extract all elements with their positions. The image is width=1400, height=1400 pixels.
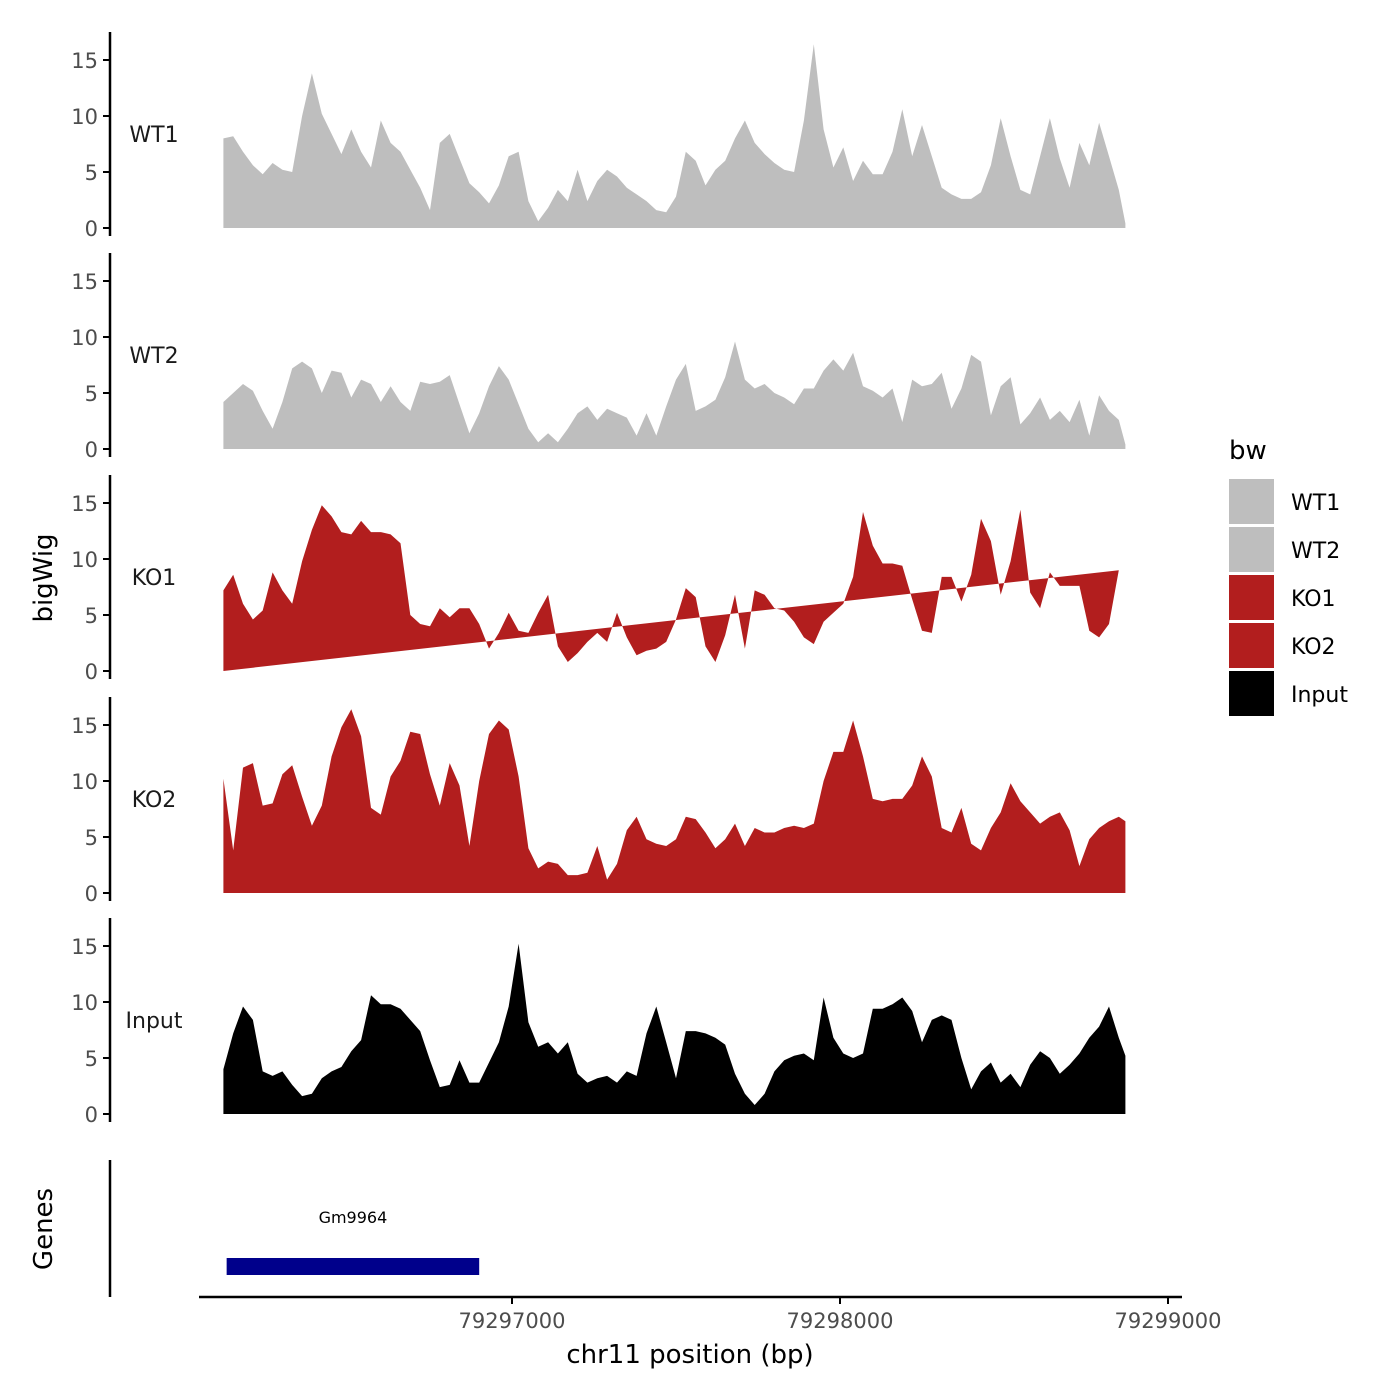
y-tick-label: 10 [71,548,98,572]
track-ko1: 0 5 10 15 KO1 [71,475,1119,684]
y-axis-title: bigWig [29,533,59,622]
legend-label: KO1 [1291,587,1336,612]
bigwig-tracks: 0 5 10 15 WT1 0 5 10 15 WT2 0 5 10 15 KO1 0 5 10 15 KO2 0 5 10… [71,32,1126,1127]
y-tick-label: 15 [71,492,98,516]
track-label: KO2 [132,788,177,813]
y-tick-label: 10 [71,770,98,794]
legend-entries: WT1 WT2 KO1 KO2 Input [1229,479,1348,716]
legend-swatch-ko2 [1229,623,1274,668]
y-tick-label: 0 [85,882,98,906]
legend-swatch-wt2 [1229,527,1274,572]
x-tick-label: 79298000 [787,1309,894,1333]
area-wt1 [223,44,1126,228]
area-ko2 [223,709,1126,893]
y-tick-label: 0 [85,438,98,462]
y-tick-label: 5 [85,161,98,185]
gene-bar [226,1258,480,1275]
x-tick-label: 79297000 [459,1309,566,1333]
legend-swatch-ko1 [1229,575,1274,620]
y-tick-label: 15 [71,270,98,294]
legend-label: WT1 [1291,491,1340,516]
y-tick-label: 5 [85,382,98,406]
legend-label: Input [1291,683,1348,708]
track-label: KO1 [132,566,177,591]
legend-label: WT2 [1291,539,1340,564]
track-ko2: 0 5 10 15 KO2 [71,697,1126,906]
gene-panel: Genes Gm9964 [29,1160,480,1297]
legend: bw WT1 WT2 KO1 KO2 Input [1229,436,1348,716]
track-label: WT1 [129,123,178,148]
track-input: 0 5 10 15 Input [71,918,1126,1127]
track-wt1: 0 5 10 15 WT1 [71,32,1126,241]
y-tick-label: 10 [71,105,98,129]
y-tick-label: 10 [71,991,98,1015]
y-tick-label: 0 [85,1103,98,1127]
track-label: Input [126,1009,183,1034]
legend-label: KO2 [1291,635,1336,660]
y-tick-label: 5 [85,826,98,850]
y-tick-label: 0 [85,660,98,684]
track-wt2: 0 5 10 15 WT2 [71,253,1126,462]
gene-label: Gm9964 [319,1208,388,1227]
x-tick-label: 79299000 [1115,1309,1222,1333]
area-input [223,943,1126,1114]
x-axis-title: chr11 position (bp) [566,1340,813,1370]
legend-swatch-input [1229,671,1274,716]
gene-panel-label: Genes [29,1188,59,1270]
legend-swatch-wt1 [1229,479,1274,524]
y-tick-label: 5 [85,1047,98,1071]
y-tick-label: 15 [71,714,98,738]
y-tick-label: 15 [71,935,98,959]
x-axis: 79297000 79298000 79299000 [199,1295,1222,1333]
y-tick-label: 0 [85,217,98,241]
y-tick-label: 10 [71,326,98,350]
area-ko1 [223,505,1119,671]
y-tick-label: 15 [71,49,98,73]
area-wt2 [223,341,1126,449]
track-label: WT2 [129,344,178,369]
y-tick-label: 5 [85,604,98,628]
legend-title: bw [1229,436,1267,466]
